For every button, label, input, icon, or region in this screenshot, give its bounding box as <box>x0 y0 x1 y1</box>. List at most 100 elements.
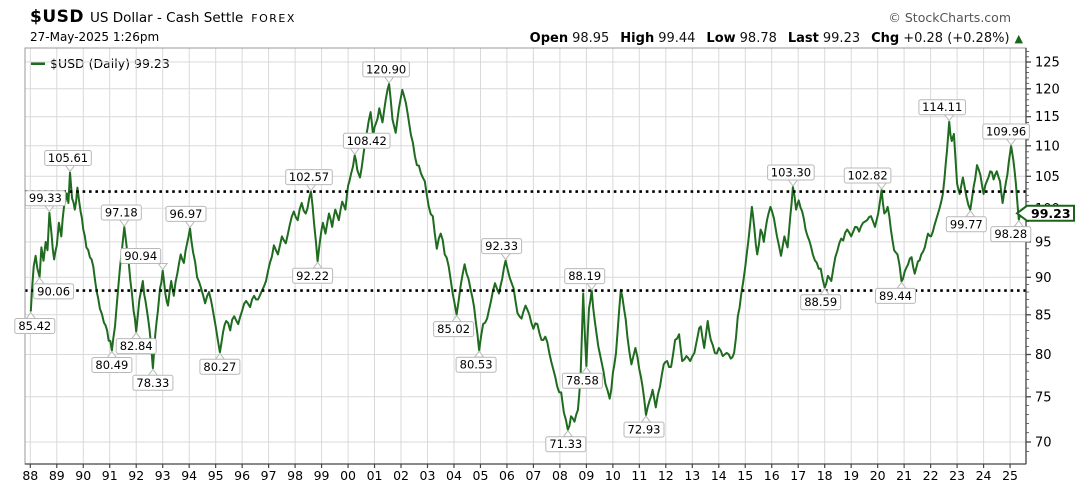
x-tick-label: 03 <box>420 468 436 483</box>
svg-text:80.53: 80.53 <box>460 358 493 372</box>
svg-text:99.77: 99.77 <box>950 217 983 231</box>
instrument-name: US Dollar - Cash Settle <box>90 10 244 26</box>
svg-text:105.61: 105.61 <box>48 151 88 165</box>
x-tick-label: 05 <box>473 468 489 483</box>
svg-text:99.23: 99.23 <box>1031 206 1071 221</box>
svg-text:102.82: 102.82 <box>847 169 887 183</box>
callout-109.96: 109.96 <box>982 123 1030 146</box>
price-line-series <box>29 82 1022 431</box>
svg-text:88.19: 88.19 <box>568 269 601 283</box>
svg-text:82.84: 82.84 <box>120 339 153 353</box>
axes <box>25 48 1027 465</box>
exchange-label: FOREX <box>251 12 296 25</box>
svg-text:98.28: 98.28 <box>994 227 1027 241</box>
last-value: 99.23 <box>822 31 861 46</box>
svg-text:120.90: 120.90 <box>366 62 406 76</box>
x-tick-label: 91 <box>102 468 118 483</box>
y-tick-label: 95 <box>1035 235 1052 250</box>
x-axis: 88 89 90 91 92 93 94 95 96 97 98 99 00 01 02 03 04 05 06 07… <box>22 464 1018 483</box>
quote-summary: Open 98.95 High 99.44 Low 98.78 Last 99.23 Chg +0… <box>530 31 1023 46</box>
x-tick-label: 12 <box>658 468 674 483</box>
callout-99.33: 99.33 <box>24 190 66 213</box>
x-tick-label: 93 <box>155 468 171 483</box>
svg-text:114.11: 114.11 <box>922 100 962 114</box>
x-tick-label: 16 <box>764 468 780 483</box>
last-label: Last <box>787 31 819 46</box>
svg-text:108.42: 108.42 <box>347 134 387 148</box>
callout-105.61: 105.61 <box>44 150 92 173</box>
x-tick-label: 06 <box>499 468 515 483</box>
svg-text:96.97: 96.97 <box>170 207 203 221</box>
x-tick-label: 00 <box>340 468 356 483</box>
svg-text:90.94: 90.94 <box>124 249 157 263</box>
x-tick-label: 10 <box>605 468 621 483</box>
x-tick-label: 90 <box>75 468 91 483</box>
y-tick-label: 110 <box>1035 139 1060 154</box>
callout-82.84: 82.84 <box>115 331 157 355</box>
callout-108.42: 108.42 <box>342 132 391 156</box>
x-tick-label: 17 <box>790 468 806 483</box>
callout-88.59: 88.59 <box>800 287 842 311</box>
x-tick-label: 18 <box>817 468 833 483</box>
callout-96.97: 96.97 <box>165 205 207 229</box>
legend-line-swatch-icon <box>31 62 45 65</box>
y-tick-label: 80 <box>1035 348 1052 363</box>
x-tick-label: 09 <box>578 468 594 483</box>
callout-103.30: 103.30 <box>767 164 815 187</box>
x-tick-label: 02 <box>393 468 409 483</box>
x-tick-label: 98 <box>287 468 303 483</box>
callout-88.19: 88.19 <box>564 268 606 291</box>
x-tick-label: 07 <box>525 468 541 483</box>
x-tick-label: 89 <box>49 468 65 483</box>
callout-97.18: 97.18 <box>100 204 142 227</box>
x-tick-label: 01 <box>367 468 383 483</box>
callout-92.22: 92.22 <box>292 261 334 284</box>
high-value: 99.44 <box>658 31 696 46</box>
callout-99.77: 99.77 <box>945 209 987 233</box>
callout-98.28: 98.28 <box>990 219 1032 243</box>
y-tick-label: 120 <box>1035 82 1060 97</box>
change-up-arrow-icon: ▲ <box>1014 32 1023 45</box>
stockcharts-credit: © StockCharts.com <box>888 10 1011 25</box>
svg-text:78.58: 78.58 <box>566 374 599 388</box>
callout-89.44: 89.44 <box>875 281 916 304</box>
svg-text:92.22: 92.22 <box>296 269 329 283</box>
x-tick-label: 88 <box>22 468 38 483</box>
svg-text:92.33: 92.33 <box>485 239 518 253</box>
callout-120.90: 120.90 <box>362 61 410 84</box>
x-tick-label: 04 <box>446 468 462 483</box>
callout-90.06: 90.06 <box>33 277 75 300</box>
x-tick-label: 22 <box>923 468 939 483</box>
x-tick-label: 13 <box>684 468 700 483</box>
gridlines <box>25 48 1026 464</box>
last-price-box: 99.23 <box>1015 204 1075 222</box>
y-tick-label: 125 <box>1035 56 1060 71</box>
callout-92.33: 92.33 <box>481 238 523 261</box>
svg-text:71.33: 71.33 <box>549 437 582 451</box>
high-label: High <box>620 31 655 46</box>
callout-78.58: 78.58 <box>561 366 603 389</box>
svg-text:103.30: 103.30 <box>771 166 811 180</box>
low-value: 98.78 <box>739 31 777 46</box>
plot-frame <box>24 47 1027 465</box>
callout-114.11: 114.11 <box>918 99 967 122</box>
svg-text:97.18: 97.18 <box>105 206 138 220</box>
symbol-label: $USD <box>30 7 84 27</box>
y-tick-label: 115 <box>1035 110 1060 125</box>
chart-datetime: 27-May-2025 1:26pm <box>30 30 160 44</box>
chg-value: +0.28 (+0.28%) <box>903 31 1010 46</box>
y-tick-label: 75 <box>1035 390 1052 405</box>
y-tick-label: 105 <box>1035 170 1060 185</box>
svg-text:109.96: 109.96 <box>986 125 1026 139</box>
x-tick-label: 23 <box>949 468 965 483</box>
x-tick-label: 08 <box>552 468 568 483</box>
low-label: Low <box>706 31 736 46</box>
callout-102.57: 102.57 <box>285 169 333 192</box>
x-tick-label: 21 <box>896 468 912 483</box>
x-tick-label: 25 <box>1002 468 1018 483</box>
x-tick-label: 15 <box>737 468 753 483</box>
x-tick-label: 11 <box>631 468 647 483</box>
callout-71.33: 71.33 <box>545 429 587 453</box>
callout-102.82: 102.82 <box>843 167 892 190</box>
